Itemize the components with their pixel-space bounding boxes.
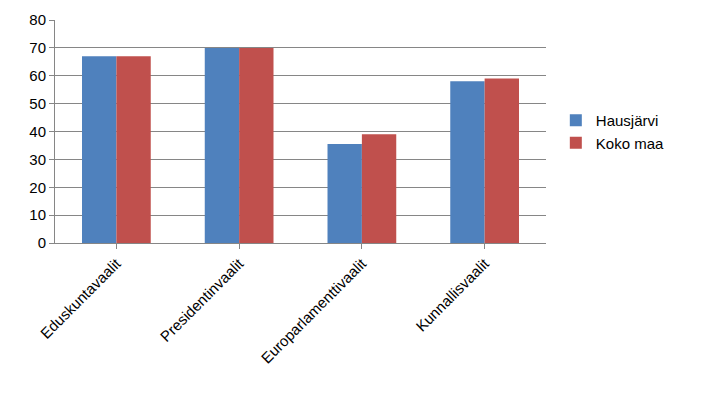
svg-text:30: 30 [29,151,46,168]
svg-text:80: 80 [29,11,46,28]
svg-text:60: 60 [29,67,46,84]
svg-text:10: 10 [29,206,46,223]
svg-text:Kunnallisvaalit: Kunnallisvaalit [412,254,492,334]
svg-text:Presidentinvaalit: Presidentinvaalit [157,254,247,344]
svg-text:Europarlamenttivaalit: Europarlamenttivaalit [258,254,370,366]
svg-text:0: 0 [38,234,46,251]
svg-text:Eduskuntavaalit: Eduskuntavaalit [37,254,124,341]
svg-text:70: 70 [29,39,46,56]
svg-text:50: 50 [29,95,46,112]
svg-text:Koko maa: Koko maa [596,135,664,152]
svg-text:Hausjärvi: Hausjärvi [596,112,659,129]
svg-text:20: 20 [29,179,46,196]
svg-text:40: 40 [29,123,46,140]
